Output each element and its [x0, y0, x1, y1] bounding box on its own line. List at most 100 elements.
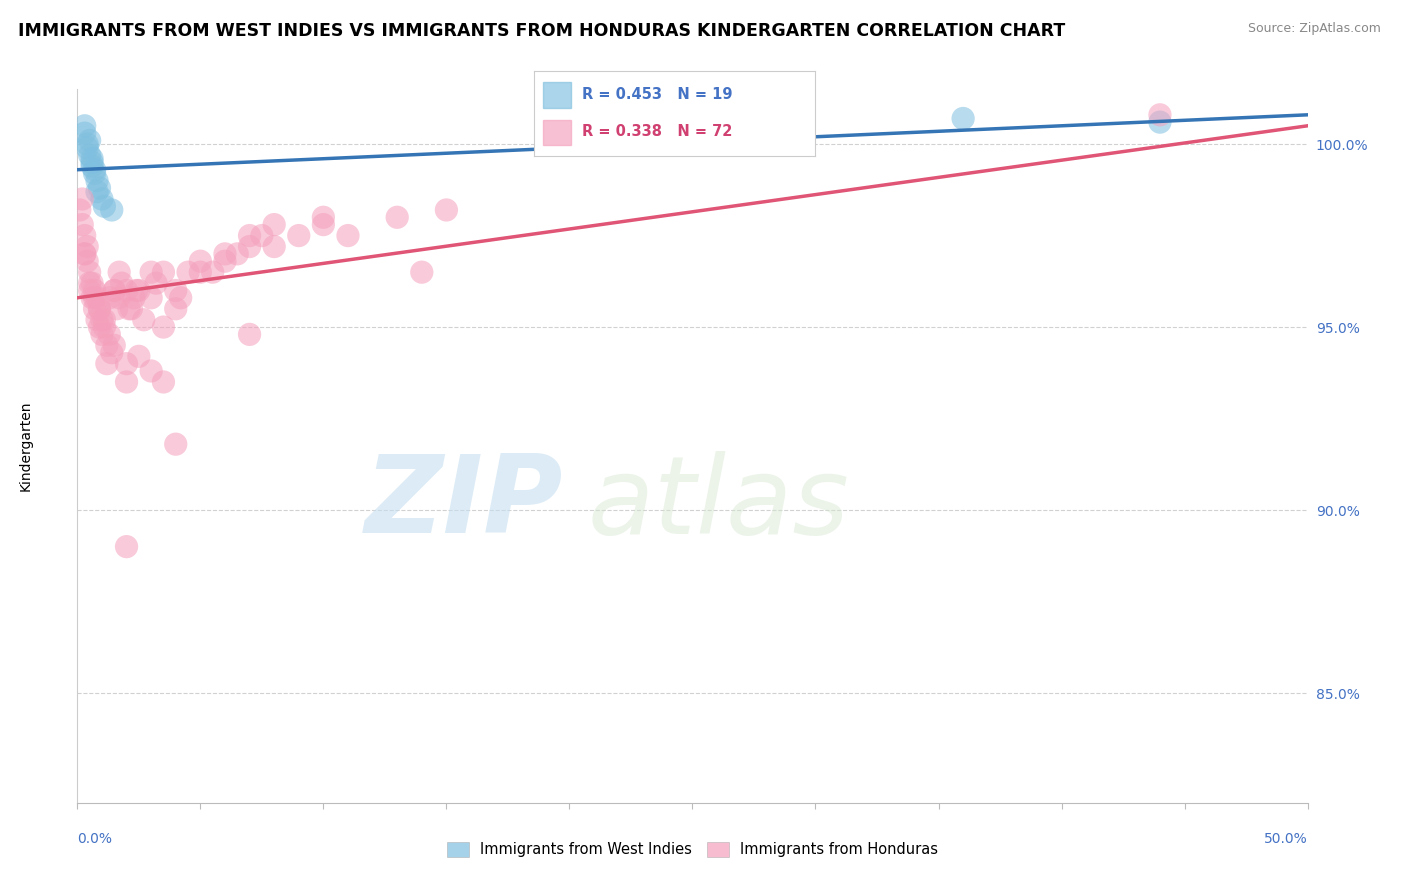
- Text: Kindergarten: Kindergarten: [18, 401, 32, 491]
- Point: [83, 284, 105, 298]
- Point: [103, 284, 125, 298]
- Point: [79, 265, 101, 279]
- Point: [1149, 108, 1171, 122]
- Point: [115, 284, 138, 298]
- Point: [96, 357, 118, 371]
- Point: [214, 247, 236, 261]
- Point: [385, 211, 409, 225]
- Point: [122, 291, 145, 305]
- Point: [115, 375, 138, 389]
- Point: [111, 276, 132, 290]
- Point: [86, 174, 108, 188]
- Point: [250, 228, 273, 243]
- Point: [263, 218, 285, 232]
- Point: [337, 228, 360, 243]
- Point: [89, 320, 111, 334]
- Point: [73, 247, 96, 261]
- Point: [93, 199, 115, 213]
- Point: [108, 265, 131, 279]
- Point: [118, 301, 141, 316]
- Text: IMMIGRANTS FROM WEST INDIES VS IMMIGRANTS FROM HONDURAS KINDERGARTEN CORRELATION: IMMIGRANTS FROM WEST INDIES VS IMMIGRANT…: [18, 22, 1066, 40]
- Point: [86, 291, 108, 305]
- Point: [121, 301, 143, 316]
- Point: [90, 192, 114, 206]
- Point: [103, 284, 125, 298]
- Point: [188, 254, 212, 268]
- Point: [152, 320, 174, 334]
- Point: [83, 162, 105, 177]
- Legend: Immigrants from West Indies, Immigrants from Honduras: Immigrants from West Indies, Immigrants …: [441, 836, 943, 863]
- Point: [86, 312, 108, 326]
- Point: [239, 239, 262, 253]
- Point: [165, 437, 187, 451]
- Point: [214, 254, 236, 268]
- Point: [312, 218, 335, 232]
- Point: [89, 181, 111, 195]
- Point: [952, 112, 974, 126]
- Point: [73, 126, 96, 140]
- Point: [411, 265, 433, 279]
- Point: [93, 320, 115, 334]
- Point: [89, 301, 111, 316]
- Point: [141, 364, 163, 378]
- Point: [70, 218, 93, 232]
- Point: [83, 301, 105, 316]
- Point: [101, 345, 124, 359]
- Point: [177, 265, 200, 279]
- Text: R = 0.453   N = 19: R = 0.453 N = 19: [582, 87, 733, 103]
- Point: [152, 265, 174, 279]
- Point: [101, 202, 124, 217]
- Text: 50.0%: 50.0%: [1264, 832, 1308, 847]
- Point: [128, 284, 150, 298]
- Point: [83, 291, 105, 305]
- Point: [165, 301, 187, 316]
- Text: atlas: atlas: [588, 450, 849, 556]
- Point: [90, 327, 114, 342]
- Point: [82, 159, 104, 173]
- Point: [76, 239, 98, 253]
- Text: Source: ZipAtlas.com: Source: ZipAtlas.com: [1247, 22, 1381, 36]
- Point: [76, 254, 98, 268]
- Point: [141, 291, 163, 305]
- Point: [141, 265, 163, 279]
- Text: R = 0.338   N = 72: R = 0.338 N = 72: [582, 124, 733, 138]
- Point: [152, 375, 174, 389]
- Text: ZIP: ZIP: [366, 450, 564, 556]
- Bar: [543, 82, 571, 108]
- Point: [108, 291, 131, 305]
- Point: [98, 327, 121, 342]
- Point: [125, 284, 148, 298]
- Point: [86, 185, 108, 199]
- Point: [239, 228, 262, 243]
- Point: [79, 284, 101, 298]
- Point: [90, 312, 114, 326]
- Point: [73, 228, 96, 243]
- Point: [1149, 115, 1171, 129]
- Point: [607, 119, 630, 133]
- Point: [96, 338, 118, 352]
- Point: [128, 349, 150, 363]
- Point: [82, 152, 104, 166]
- Point: [170, 291, 193, 305]
- Point: [73, 247, 96, 261]
- Point: [436, 202, 458, 217]
- Point: [201, 265, 224, 279]
- Point: [76, 141, 98, 155]
- Point: [82, 276, 104, 290]
- Point: [70, 192, 93, 206]
- Point: [115, 540, 138, 554]
- Point: [226, 247, 249, 261]
- Point: [312, 211, 335, 225]
- Point: [132, 312, 155, 326]
- Point: [165, 284, 187, 298]
- Point: [69, 202, 91, 217]
- Point: [82, 291, 104, 305]
- Point: [83, 166, 105, 180]
- Point: [98, 291, 121, 305]
- Text: 0.0%: 0.0%: [77, 832, 112, 847]
- Point: [105, 301, 128, 316]
- Point: [93, 312, 115, 326]
- Point: [79, 276, 101, 290]
- Point: [288, 228, 311, 243]
- Point: [76, 137, 98, 152]
